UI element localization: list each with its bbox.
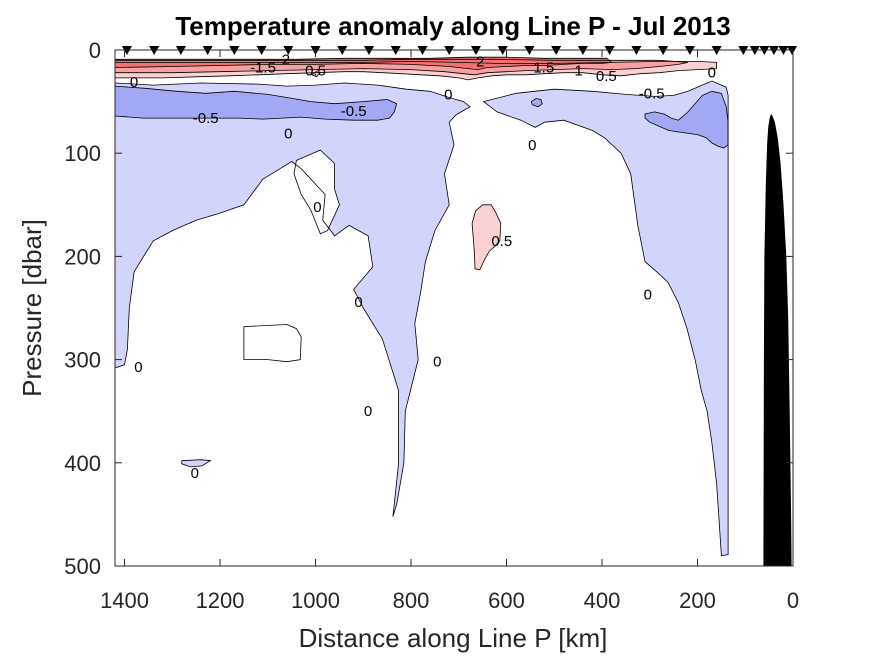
x-tick-label: 200 <box>679 588 716 613</box>
x-tick-label: 1000 <box>291 588 340 613</box>
contour-region-neg_weak <box>483 81 729 556</box>
contour-line <box>243 324 302 363</box>
contour-label: 0.5 <box>596 68 617 85</box>
contour-line <box>293 149 340 235</box>
contour-label: -0.5 <box>639 85 665 102</box>
y-tick-label: 400 <box>64 451 101 476</box>
contour-label: 0 <box>433 354 441 371</box>
contour-label: 0 <box>284 126 292 143</box>
y-axis-label: Pressure [dbar] <box>17 219 47 397</box>
x-tick-label: 0 <box>787 588 799 613</box>
x-tick-label: 400 <box>584 588 621 613</box>
bathymetry <box>763 114 793 566</box>
contour-region-neg_strong <box>645 91 729 148</box>
contour-lines <box>115 56 729 557</box>
y-tick-label: 300 <box>64 348 101 373</box>
contour-line <box>115 85 398 121</box>
x-tick-label: 600 <box>488 588 525 613</box>
contour-line <box>471 204 502 271</box>
contour-label: 0 <box>313 199 321 216</box>
chart-title: Temperature anomaly along Line P - Jul 2… <box>175 11 730 41</box>
y-tick-label: 0 <box>89 38 101 63</box>
contour-label: 0 <box>444 86 452 103</box>
contour-label: -0.5 <box>341 103 367 120</box>
contour-region-white <box>294 150 340 234</box>
contour-region-white <box>243 324 302 362</box>
x-tick-label: 800 <box>393 588 430 613</box>
plot-area <box>115 50 793 566</box>
axes: 1400 1200 1000 800 600 400 200 0010020030040050… <box>64 38 799 613</box>
x-tick-label: 1200 <box>196 588 245 613</box>
contour-line <box>115 58 689 76</box>
contour-label: 0 <box>130 74 138 91</box>
contour-label: -0.5 <box>193 110 219 127</box>
contour-line <box>115 60 717 81</box>
y-tick-label: 100 <box>64 141 101 166</box>
contour-label: 0.5 <box>491 233 512 250</box>
contour-labels: -1.5 2 0.5 2 1.5 1 0.5 -0.5 0 0 0 -0.5 -0.5 0 0 0 0.5 0 0 0… <box>130 51 716 482</box>
contour-label: 1.5 <box>533 60 554 77</box>
contour-region-neg_strong <box>115 86 397 121</box>
contour-region-neg_weak <box>181 459 211 467</box>
y-tick-label: 200 <box>64 244 101 269</box>
contour-line <box>530 98 543 108</box>
contour-region-pos_weak <box>472 204 501 270</box>
contour-label: 0 <box>708 65 716 82</box>
plot-content <box>115 50 793 566</box>
contour-label: -1.5 <box>250 60 276 77</box>
contour-line <box>644 90 729 149</box>
contour-label: 0 <box>364 403 372 420</box>
contour-line <box>115 82 471 517</box>
contour-label: 0 <box>134 359 142 376</box>
x-axis-label: Distance along Line P [km] <box>299 623 608 653</box>
x-tick-label: 1400 <box>100 588 149 613</box>
contour-label: 0 <box>528 137 536 154</box>
axes-frame <box>114 49 794 567</box>
contour-label: 0 <box>191 465 199 482</box>
contour-label: 2 <box>282 51 290 68</box>
contour-region-neg_weak <box>115 83 471 517</box>
contour-label: 0.5 <box>305 63 326 80</box>
coastal-gap <box>728 50 764 566</box>
contour-line <box>482 80 729 557</box>
contour-region-pos_weak <box>311 70 321 77</box>
contour-line <box>115 56 613 71</box>
contour-label: 0 <box>354 294 362 311</box>
contour-line <box>181 459 212 468</box>
contour-label: 0 <box>644 287 652 304</box>
contour-label: 1 <box>574 63 582 80</box>
contour-label: 2 <box>476 53 484 70</box>
y-tick-label: 500 <box>64 554 101 579</box>
contour-line-content <box>115 56 729 557</box>
contour-region-neg_strong <box>531 98 543 107</box>
contour-line <box>310 70 321 78</box>
